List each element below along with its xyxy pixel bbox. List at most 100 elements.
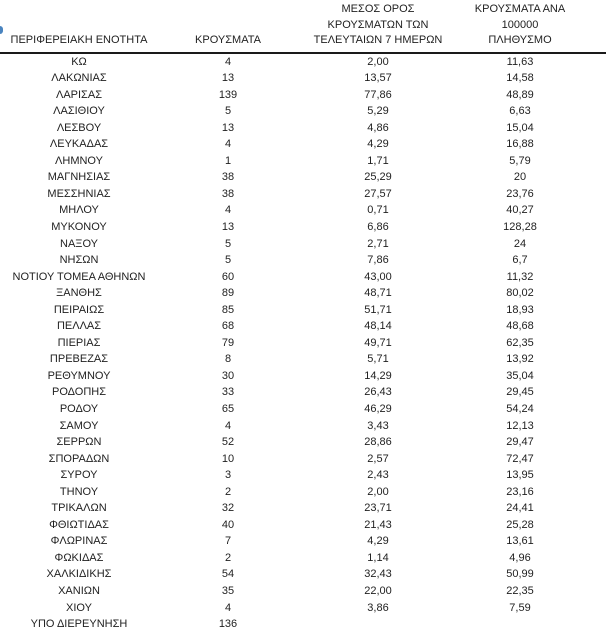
cell-avg7days: 49,71 [364,336,392,349]
cell-per100k: 11,32 [506,270,534,283]
cell-avg7days: 43,00 [364,270,392,283]
cell-cases: 38 [221,171,235,184]
cell-avg7days: 48,71 [364,287,392,300]
cell-cases: 7 [224,535,232,548]
table-row: ΠΕΙΡΑΙΩΣ 85 51,71 18,93 [0,302,606,319]
table-row: ΡΟΔΟΠΗΣ 33 26,43 29,45 [0,384,606,401]
table-row: ΠΕΛΛΑΣ 68 48,14 48,68 [0,318,606,335]
cell-per100k: 23,76 [506,187,534,200]
table-row: ΛΕΣΒΟΥ 13 4,86 15,04 [0,120,606,137]
table-row: ΛΗΜΝΟΥ 1 1,71 5,79 [0,153,606,170]
cell-per100k: 62,35 [506,336,534,349]
table-row: ΝΑΞΟΥ 5 2,71 24 [0,236,606,253]
cell-region: ΤΡΙΚΑΛΩΝ [51,502,107,515]
table-body: ΚΩ 4 2,00 11,63 ΛΑΚΩΝΙΑΣ 13 13,57 14,58 ΛΑΡΙΣΑΣ 1… [0,53,606,633]
cell-per100k: 54,24 [506,402,534,415]
cell-region: ΧΙΟΥ [66,601,92,614]
cell-region: ΠΡΕΒΕΖΑΣ [49,353,109,366]
cell-avg7days: 26,43 [364,386,392,399]
table-row: ΦΛΩΡΙΝΑΣ 7 4,29 13,61 [0,533,606,550]
cell-cases: 35 [221,585,235,597]
cell-per100k: 22,35 [506,585,534,597]
cell-cases: 79 [221,336,235,349]
cell-avg7days: 5,71 [367,353,389,366]
cell-cases: 52 [221,436,235,449]
cell-region: ΦΛΩΡΙΝΑΣ [50,535,108,548]
cell-cases: 1 [224,154,232,167]
cell-cases: 10 [221,452,235,465]
cell-avg7days: 7,86 [367,254,389,267]
cell-per100k: 80,02 [506,287,534,300]
table-row: ΧΑΝΙΩΝ 35 22,00 22,35 [0,583,606,600]
table-row: ΜΥΚΟΝΟΥ 13 6,86 128,28 [0,219,606,236]
cell-avg7days: 23,71 [364,502,392,515]
cell-region: ΡΟΔΟΥ [59,402,99,415]
table-row: ΦΩΚΙΔΑΣ 2 1,14 4,96 [0,550,606,567]
cell-per100k: 23,16 [506,485,534,498]
cell-cases: 89 [221,287,235,300]
table-row: ΜΕΣΣΗΝΙΑΣ 38 27,57 23,76 [0,186,606,203]
cell-cases: 38 [221,187,235,200]
cell-avg7days: 5,29 [367,105,389,118]
cell-per100k: 16,88 [506,138,534,151]
cell-region: ΛΕΥΚΑΔΑΣ [49,138,109,151]
cell-per100k: 35,04 [506,369,534,382]
cell-cases: 68 [221,320,235,333]
cell-per100k: 11,63 [506,55,534,68]
cell-cases: 33 [221,386,235,399]
cell-region: ΛΑΚΩΝΙΑΣ [51,72,107,85]
cell-cases: 4 [224,55,232,68]
cell-avg7days: 2,00 [367,485,389,498]
cell-cases: 85 [221,303,235,316]
col-header-avg7days: ΜΕΣΟΣ ΟΡΟΣ ΚΡΟΥΣΜΑΤΩΝ ΤΩΝ ΤΕΛΕΥΤΑΙΩΝ 7 Η… [313,3,443,46]
cell-region: ΣΑΜΟΥ [59,419,99,432]
cell-cases: 60 [221,270,235,283]
cell-region: ΝΑΞΟΥ [60,237,98,250]
cell-per100k: 24 [513,237,527,250]
cell-region: ΦΘΙΩΤΙΔΑΣ [49,518,109,531]
cell-region: ΦΩΚΙΔΑΣ [54,551,104,564]
cell-region: ΧΑΛΚΙΔΙΚΗΣ [46,568,112,581]
col-header-region: ΠΕΡΙΦΕΡΕΙΑΚΗ ΕΝΟΤΗΤΑ [10,34,148,46]
table-row: ΝΗΣΩΝ 5 7,86 6,7 [0,252,606,269]
table-row: ΣΕΡΡΩΝ 52 28,86 29,47 [0,434,606,451]
cell-per100k: 13,95 [506,469,534,482]
cell-avg7days: 28,86 [364,436,392,449]
cell-avg7days: 48,14 [364,320,392,333]
cell-region: ΡΕΘΥΜΝΟΥ [47,369,111,382]
cell-cases: 65 [221,402,235,415]
cell-cases: 4 [224,601,232,614]
cell-cases: 136 [218,618,238,631]
table-row: ΦΘΙΩΤΙΔΑΣ 40 21,43 25,28 [0,517,606,534]
cell-per100k: 15,04 [506,121,534,134]
table-row: ΞΑΝΘΗΣ 89 48,71 80,02 [0,285,606,302]
cell-region: ΠΕΛΛΑΣ [56,320,102,333]
cell-per100k: 29,47 [506,436,534,449]
cell-region: ΜΕΣΣΗΝΙΑΣ [47,187,111,200]
col-header-per100k: ΚΡΟΥΣΜΑΤΑ ΑΝΑ 100000 ΠΛΗΘΥΣΜΟ [474,3,566,46]
cell-per100k: 24,41 [506,502,534,515]
cell-per100k: 48,89 [506,88,534,101]
table-row: ΤΗΝΟΥ 2 2,00 23,16 [0,484,606,501]
cell-avg7days: 77,86 [364,88,392,101]
table-row: ΛΑΣΙΘΙΟΥ 5 5,29 6,63 [0,103,606,120]
cell-per100k: 4,96 [509,551,531,564]
col-header-cases: ΚΡΟΥΣΜΑΤΑ [195,34,261,46]
cell-per100k: 40,27 [506,204,534,217]
cell-avg7days: 4,86 [367,121,389,134]
table-row: ΣΠΟΡΑΔΩΝ 10 2,57 72,47 [0,451,606,468]
cell-region: ΤΗΝΟΥ [59,485,99,498]
cell-avg7days: 51,71 [364,303,392,316]
cell-avg7days: 2,71 [367,237,389,250]
cell-region: ΣΥΡΟΥ [60,469,98,482]
cell-cases: 139 [218,88,238,101]
cell-cases: 4 [224,204,232,217]
cell-avg7days: 4,29 [367,535,389,548]
cell-cases: 4 [224,419,232,432]
cell-avg7days [298,616,458,633]
cell-per100k: 14,58 [506,72,534,85]
table-row: ΚΩ 4 2,00 11,63 [0,53,606,71]
table-row: ΥΠΟ ΔΙΕΡΕΥΝΗΣΗ 136 [0,616,606,633]
cell-avg7days: 1,14 [367,551,389,564]
cell-region: ΧΑΝΙΩΝ [58,585,100,597]
